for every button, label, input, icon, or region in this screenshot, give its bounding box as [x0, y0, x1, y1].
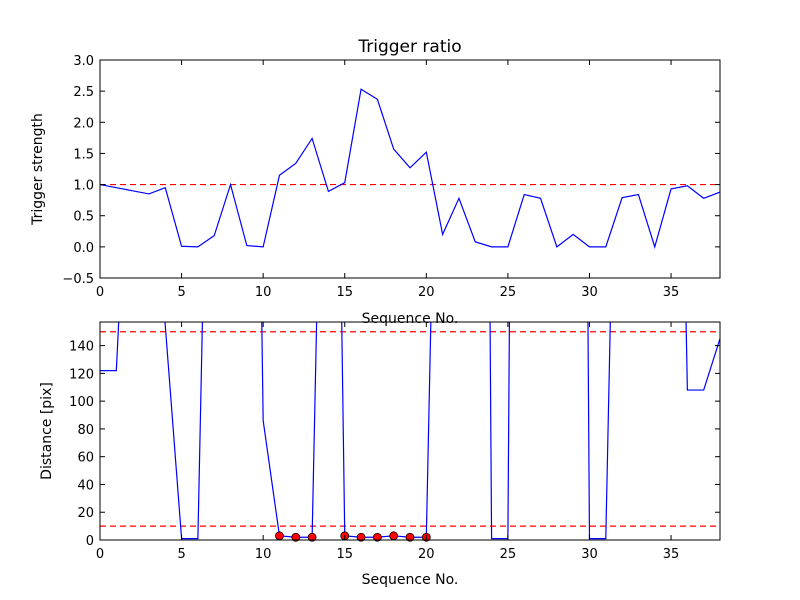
y-tick-label: 0.0: [73, 241, 94, 256]
y-tick-label: 100: [69, 395, 94, 410]
y-tick-label: 140: [69, 340, 94, 355]
plot-frame: [99, 59, 721, 279]
x-axis-label: Sequence No.: [362, 311, 459, 327]
x-tick-label: 25: [500, 547, 517, 562]
y-tick-label: 2.5: [73, 85, 94, 100]
series-markers: [275, 531, 431, 542]
y-tick-label: 2.0: [73, 116, 94, 131]
data-point: [389, 531, 399, 541]
y-tick-label: 20: [77, 506, 94, 521]
x-tick-label: 35: [663, 547, 680, 562]
x-tick-label: 30: [581, 285, 598, 300]
series-line-0: [100, 88, 720, 249]
y-tick-label: 120: [69, 367, 94, 382]
x-tick-label: 5: [177, 285, 185, 300]
x-ticks: 0 5 10 15 20 25 30 35: [96, 60, 679, 300]
chart-title: Trigger ratio: [357, 37, 461, 57]
y-tick-label: −0.5: [62, 272, 94, 287]
data-point: [275, 531, 284, 541]
x-tick-label: 35: [663, 285, 680, 300]
x-tick-label: 20: [418, 285, 435, 300]
y-tick-label: 40: [77, 478, 94, 493]
chart-distance: 0 5 10 15 20 25 30 35 0 20 40 60 80 100 120 140 Sequen…: [39, 321, 721, 588]
x-tick-label: 15: [336, 547, 353, 562]
series-lines: [100, 322, 720, 540]
x-ticks: 0 5 10 15 20 25 30 35: [96, 322, 679, 562]
reference-lines: [100, 331, 720, 527]
y-tick-label: 0: [86, 534, 94, 549]
y-tick-label: 0.5: [73, 210, 94, 225]
x-tick-label: 20: [418, 547, 435, 562]
x-tick-label: 5: [177, 547, 185, 562]
x-tick-label: 0: [96, 285, 104, 300]
y-tick-label: 60: [77, 451, 94, 466]
data-point: [372, 532, 382, 542]
x-tick-label: 10: [255, 547, 272, 562]
y-ticks: 0 20 40 60 80 100 120 140: [69, 340, 720, 549]
series-lines: [100, 88, 720, 249]
series-line-0: [100, 322, 720, 540]
x-tick-label: 25: [500, 285, 517, 300]
plot-area: [100, 322, 720, 542]
x-axis-label: Sequence No.: [362, 572, 459, 588]
y-axis-label: Distance [pix]: [39, 382, 55, 480]
x-tick-label: 30: [581, 547, 598, 562]
data-point: [405, 532, 415, 542]
data-point: [291, 532, 301, 542]
y-tick-label: 80: [77, 423, 94, 438]
data-point: [307, 532, 317, 542]
chart-trigger-ratio: Trigger ratio 0 5 10 15 20 25 30 35 −0.5 0.0 0.5 1…: [30, 37, 721, 327]
y-tick-label: 1.0: [73, 179, 94, 194]
y-ticks: −0.5 0.0 0.5 1.0 1.5 2.0 2.5 3.0: [62, 54, 720, 287]
y-axis-label: Trigger strength: [30, 113, 46, 226]
plot-frame: [99, 321, 721, 541]
x-tick-label: 15: [336, 285, 353, 300]
plot-area: [100, 88, 720, 249]
y-tick-label: 1.5: [73, 147, 94, 162]
data-point: [356, 532, 366, 542]
x-tick-label: 0: [96, 547, 104, 562]
y-tick-label: 3.0: [73, 54, 94, 69]
x-tick-label: 10: [255, 285, 272, 300]
